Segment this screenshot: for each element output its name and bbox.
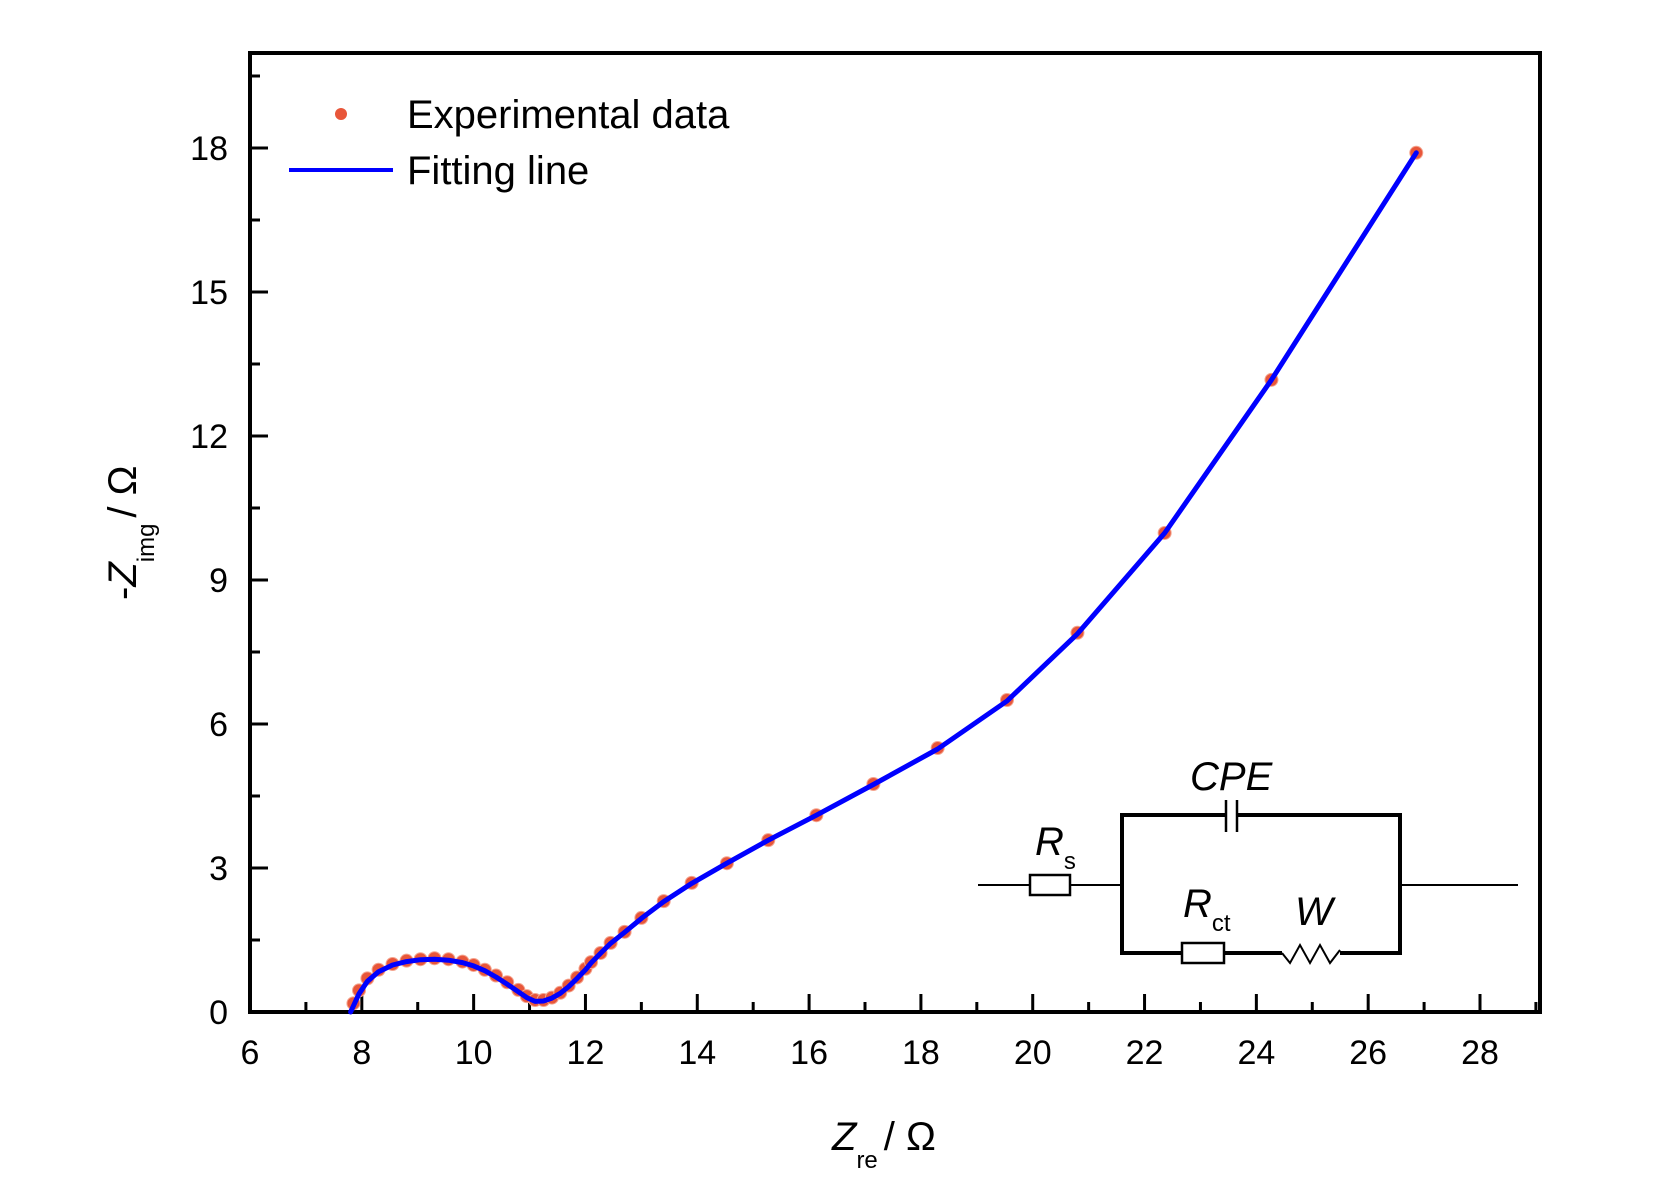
rs-label-main: R (1035, 820, 1064, 864)
x-tick-label: 22 (1126, 1034, 1164, 1072)
legend-marker-experimental (335, 108, 347, 120)
rs-resistor-icon (1028, 873, 1072, 897)
x-axis-title: Zre / Ω (831, 1115, 936, 1174)
rct-label-sub: ct (1212, 910, 1231, 937)
y-axis-ticks: 0 3 6 9 12 15 18 (190, 74, 268, 1032)
y-tick-label: 18 (190, 130, 228, 168)
x-tick-label: 14 (678, 1034, 716, 1072)
rct-label-main: R (1183, 882, 1212, 926)
x-axis-ticks: 6 8 10 12 14 16 18 20 22 24 26 28 (241, 994, 1538, 1072)
x-axis-title-unit: / Ω (884, 1115, 936, 1159)
x-axis-title-main: Z (831, 1115, 858, 1159)
legend: Experimental data Fitting line (289, 93, 730, 193)
y-tick-label: 3 (209, 850, 228, 888)
rs-label: Rs (1035, 820, 1076, 875)
plot-frame (248, 51, 1542, 1014)
x-tick-label: 20 (1014, 1034, 1052, 1072)
rct-resistor-icon (1180, 941, 1226, 965)
circuit-parallel-bottom (1120, 940, 1182, 955)
x-tick-label: 12 (567, 1034, 605, 1072)
experimental-data-series (346, 145, 1424, 1011)
w-label: W (1295, 890, 1336, 934)
circuit-parallel-bottom-right (1340, 940, 1402, 955)
y-axis-title-prefix: - (101, 587, 145, 600)
circuit-parallel-top (1120, 813, 1226, 940)
y-tick-label: 15 (190, 274, 228, 312)
equivalent-circuit-inset (978, 800, 1518, 966)
rct-label: Rct (1183, 882, 1231, 937)
y-tick-label: 9 (209, 562, 228, 600)
x-tick-label: 26 (1349, 1034, 1387, 1072)
y-axis-title-unit: / Ω (101, 465, 145, 517)
x-tick-label: 24 (1237, 1034, 1275, 1072)
y-axis-title: -Zimg / Ω (101, 465, 160, 600)
y-tick-label: 6 (209, 706, 228, 744)
cpe-label: CPE (1190, 755, 1274, 799)
fitting-line-path (348, 150, 1419, 1015)
x-axis-title-sub: re (856, 1147, 877, 1174)
x-tick-label: 18 (902, 1034, 940, 1072)
fitting-line-series (348, 150, 1419, 1015)
warburg-element-icon (1281, 942, 1341, 966)
x-tick-label: 16 (790, 1034, 828, 1072)
circuit-parallel-top-right (1237, 813, 1402, 940)
legend-label-fitting: Fitting line (407, 149, 589, 193)
rs-label-sub: s (1064, 848, 1076, 875)
y-tick-label: 0 (209, 994, 228, 1032)
y-tick-label: 12 (190, 418, 228, 456)
legend-label-experimental: Experimental data (407, 93, 730, 137)
x-tick-label: 6 (241, 1034, 260, 1072)
x-tick-label: 8 (352, 1034, 371, 1072)
y-axis-title-main: Z (101, 561, 145, 588)
y-axis-title-sub: img (133, 524, 160, 563)
x-tick-label: 10 (455, 1034, 493, 1072)
x-tick-label: 28 (1461, 1034, 1499, 1072)
